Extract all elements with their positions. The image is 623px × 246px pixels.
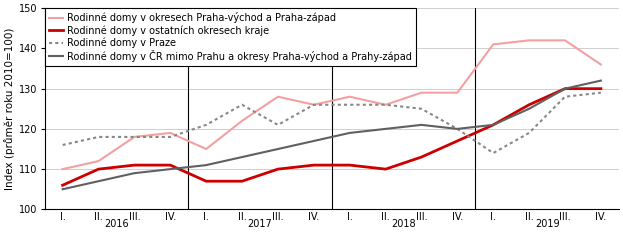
Y-axis label: Index (průměr roku 2010=100): Index (průměr roku 2010=100) — [4, 28, 15, 190]
Text: 2016: 2016 — [104, 219, 129, 230]
Text: 2019: 2019 — [535, 219, 559, 230]
Legend: Rodinné domy v okresech Praha-východ a Praha-západ, Rodinné domy v ostatních okr: Rodinné domy v okresech Praha-východ a P… — [45, 8, 416, 66]
Text: 2018: 2018 — [391, 219, 416, 230]
Text: 2017: 2017 — [247, 219, 272, 230]
